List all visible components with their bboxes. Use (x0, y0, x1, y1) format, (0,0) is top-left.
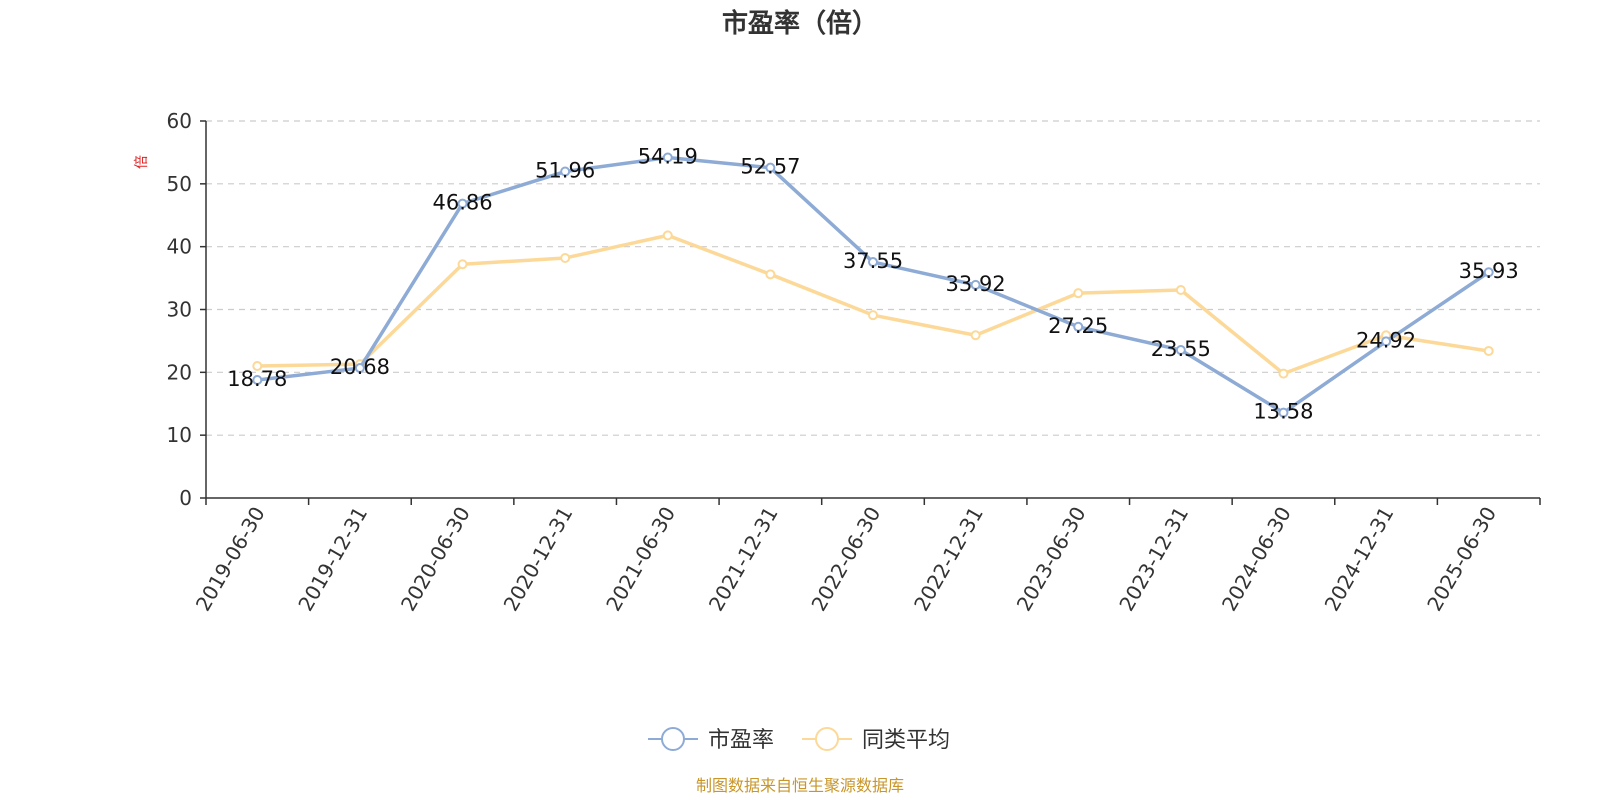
x-tick-label: 2021-12-31 (704, 503, 783, 616)
data-label: 37.55 (843, 249, 903, 273)
data-point[interactable] (354, 363, 365, 374)
data-point[interactable] (662, 152, 673, 163)
data-label: 18.78 (227, 367, 287, 391)
x-tick-label: 2019-12-31 (293, 503, 372, 616)
legend[interactable]: 市盈率 同类平均 (648, 727, 950, 753)
data-point[interactable] (1073, 288, 1084, 299)
data-point[interactable] (765, 269, 776, 280)
series-lines (252, 152, 1494, 418)
y-tick-label: 40 (167, 235, 192, 259)
data-label: 35.93 (1459, 259, 1519, 283)
legend-label: 市盈率 (708, 728, 774, 753)
data-point[interactable] (1381, 336, 1392, 347)
data-label: 27.25 (1048, 314, 1108, 338)
data-point[interactable] (457, 198, 468, 209)
data-point[interactable] (457, 259, 468, 270)
data-label: 46.86 (432, 191, 492, 215)
data-source-note: 制图数据来自恒生聚源数据库 (696, 776, 904, 795)
x-tick-label: 2019-06-30 (191, 503, 270, 616)
x-tick-label: 2024-06-30 (1217, 503, 1296, 616)
data-label: 52.57 (740, 155, 800, 179)
data-point[interactable] (970, 279, 981, 290)
grid-lines (206, 120, 1540, 436)
y-tick-label: 10 (167, 423, 192, 447)
x-tick-label: 2020-12-31 (499, 503, 578, 616)
data-point[interactable] (1483, 267, 1494, 278)
data-label: 54.19 (638, 145, 698, 169)
y-tick-label: 20 (167, 360, 192, 384)
legend-item[interactable]: 市盈率 (648, 727, 774, 753)
data-point[interactable] (868, 257, 878, 268)
data-point[interactable] (560, 252, 571, 263)
y-tick-label: 50 (167, 172, 192, 196)
x-tick-label: 2024-12-31 (1320, 503, 1399, 616)
data-label: 20.68 (330, 355, 390, 379)
chart-title: 市盈率（倍） (722, 8, 878, 39)
data-point[interactable] (1278, 407, 1289, 418)
x-tick-label: 2020-06-30 (396, 503, 475, 616)
x-tick-label: 2023-12-31 (1114, 503, 1193, 616)
y-axis-unit-label: 倍 (134, 155, 150, 169)
x-tick-label: 2021-06-30 (601, 503, 680, 616)
data-label: 23.55 (1151, 337, 1211, 361)
data-labels: 18.78 20.68 46.86 51.96 54.19 52.57 37.55 33.92… (227, 145, 1519, 424)
data-label: 24.92 (1356, 328, 1416, 352)
data-point[interactable] (1073, 321, 1084, 332)
data-point[interactable] (560, 166, 571, 177)
data-label: 51.96 (535, 159, 595, 183)
y-tick-label: 30 (167, 298, 192, 322)
legend-marker-icon (815, 727, 839, 751)
data-point[interactable] (765, 162, 776, 173)
x-tick-label: 2022-06-30 (806, 503, 885, 616)
data-point[interactable] (1278, 368, 1289, 379)
legend-label: 同类平均 (862, 728, 950, 753)
data-point[interactable] (868, 310, 878, 321)
y-tick-label: 60 (167, 109, 192, 133)
data-point[interactable] (252, 374, 263, 385)
data-point[interactable] (1483, 345, 1494, 356)
y-tick-label: 0 (179, 486, 192, 510)
data-label: 33.92 (946, 272, 1006, 296)
data-point[interactable] (1175, 285, 1186, 296)
x-tick-label: 2025-06-30 (1422, 503, 1501, 616)
data-point[interactable] (970, 330, 981, 341)
legend-marker-icon (661, 727, 685, 751)
data-point[interactable] (1175, 345, 1186, 356)
data-point[interactable] (662, 230, 673, 241)
x-tick-label: 2023-06-30 (1012, 503, 1091, 616)
data-label: 13.58 (1253, 400, 1313, 424)
x-tick-label: 2022-12-31 (909, 503, 988, 616)
data-point[interactable] (252, 361, 263, 372)
legend-item[interactable]: 同类平均 (802, 727, 950, 753)
